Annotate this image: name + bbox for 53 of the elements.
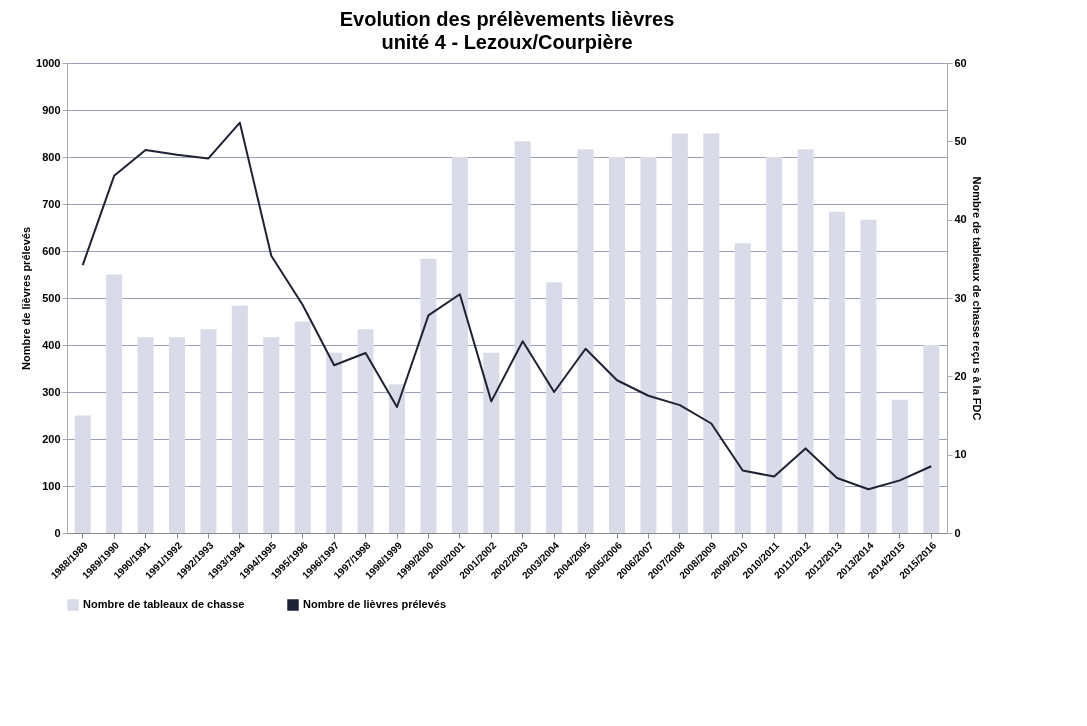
bar <box>860 219 877 533</box>
chart-subtitle: unité 4 - Lezoux/Courpière <box>381 31 633 53</box>
bar <box>734 243 751 533</box>
bar <box>263 337 280 533</box>
bar <box>577 149 594 533</box>
bar <box>891 399 908 533</box>
y2-tick-label: 40 <box>954 213 967 226</box>
y-tick-label: 500 <box>42 291 61 304</box>
bar <box>703 133 720 533</box>
bar <box>671 133 688 533</box>
y2-tick-label: 10 <box>954 448 967 461</box>
y-tick-label: 900 <box>42 103 61 116</box>
bar <box>483 352 500 533</box>
bar <box>923 345 940 533</box>
legend-label: Nombre de lièvres prélevés <box>303 598 447 610</box>
y-axis-title: Nombre de lièvres prélevés <box>20 226 33 371</box>
legend-label: Nombre de tableaux de chasse <box>83 598 245 610</box>
y2-tick-label: 0 <box>954 526 961 539</box>
bar <box>451 157 468 533</box>
bar <box>326 352 343 533</box>
y2-tick-label: 60 <box>954 56 967 69</box>
y-tick-label: 200 <box>42 432 61 445</box>
bar <box>357 329 374 533</box>
y2-axis-title: Nombre de tableaux de chasse reçu s à la FDC <box>970 176 983 421</box>
line-series <box>81 121 933 491</box>
y-tick-label: 600 <box>42 244 61 257</box>
bar <box>106 274 123 533</box>
y-tick-label: 700 <box>42 197 61 210</box>
bar <box>546 282 563 533</box>
bar <box>389 384 405 533</box>
y2-tick-label: 30 <box>954 291 967 304</box>
y-tick-label: 400 <box>42 338 61 351</box>
bar <box>137 337 154 533</box>
y-tick-label: 100 <box>42 479 61 492</box>
bar <box>766 157 783 533</box>
bar <box>829 211 845 533</box>
bar <box>797 149 814 533</box>
bar <box>294 321 311 533</box>
bar <box>200 329 217 533</box>
bar <box>231 305 248 533</box>
y2-tick-label: 50 <box>954 134 967 147</box>
bar <box>514 141 531 533</box>
y-tick-label: 1000 <box>36 56 61 69</box>
y-tick-label: 0 <box>54 526 61 539</box>
bar <box>640 157 657 533</box>
y-tick-label: 300 <box>42 385 61 398</box>
bar <box>609 157 625 533</box>
bar <box>74 415 91 533</box>
bar <box>420 258 437 533</box>
chart-title: Evolution des prélèvements lièvres <box>339 8 675 30</box>
y2-tick-label: 20 <box>954 369 967 382</box>
bar <box>169 337 185 533</box>
y-tick-label: 800 <box>42 150 61 163</box>
